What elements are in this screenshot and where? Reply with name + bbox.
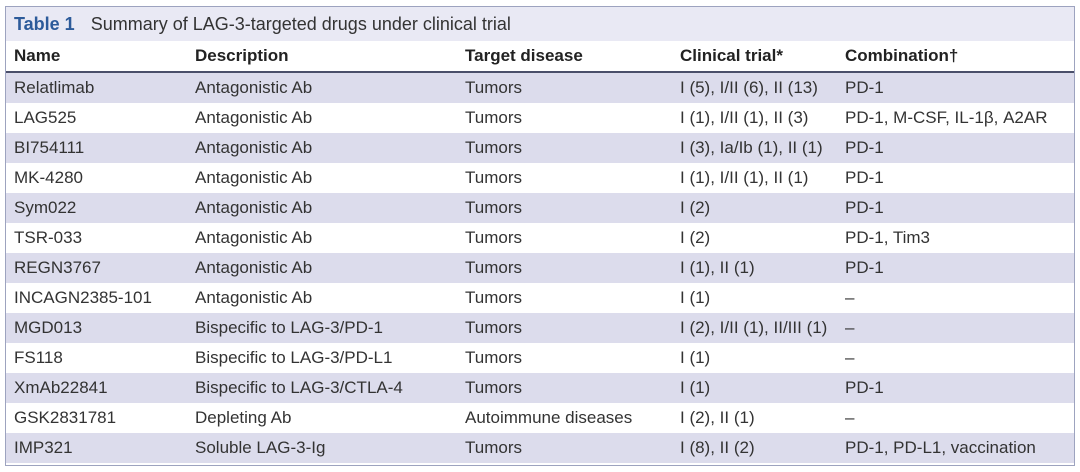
table-frame: Table 1 Summary of LAG-3-targeted drugs …: [5, 6, 1075, 466]
cell-description: Bispecific to LAG-3/CTLA-4: [187, 373, 457, 403]
cell-name: XmAb22841: [6, 373, 187, 403]
cell-description: Antagonistic Ab: [187, 72, 457, 103]
cell-target-disease: Tumors: [457, 313, 672, 343]
cell-combination: PD-1: [837, 193, 1074, 223]
cell-name: Sym022: [6, 193, 187, 223]
cell-clinical-trial: I (1): [672, 283, 837, 313]
cell-description: Antagonistic Ab: [187, 193, 457, 223]
cell-clinical-trial: I (1), I/II (1), II (1): [672, 163, 837, 193]
header-row: Name Description Target disease Clinical…: [6, 41, 1074, 73]
cell-combination: PD-1: [837, 72, 1074, 103]
cell-clinical-trial: I (1): [672, 343, 837, 373]
cell-combination: –: [837, 313, 1074, 343]
table-row: BI754111 Antagonistic Ab Tumors I (3), Ia/I…: [6, 133, 1074, 163]
table-label: Table 1: [14, 13, 75, 34]
cell-combination: PD-1: [837, 133, 1074, 163]
cell-description: Antagonistic Ab: [187, 163, 457, 193]
col-header-description: Description: [187, 41, 457, 73]
table-row: Relatlimab Antagonistic Ab Tumors I (5), I/…: [6, 72, 1074, 103]
cell-clinical-trial: I (1), I/II (1), II (3): [672, 103, 837, 133]
cell-target-disease: Tumors: [457, 193, 672, 223]
cell-clinical-trial: I (2): [672, 193, 837, 223]
cell-name: IMP321: [6, 433, 187, 463]
cell-clinical-trial: I (2), I/II (1), II/III (1): [672, 313, 837, 343]
cell-target-disease: Tumors: [457, 253, 672, 283]
cell-target-disease: Tumors: [457, 283, 672, 313]
cell-combination: PD-1, PD-L1, vaccination: [837, 433, 1074, 463]
cell-combination: PD-1, Tim3: [837, 223, 1074, 253]
table-row: TSR-033 Antagonistic Ab Tumors I (2) PD-1, T…: [6, 223, 1074, 253]
cell-clinical-trial: I (2), II (1): [672, 403, 837, 433]
cell-clinical-trial: I (1), II (1): [672, 253, 837, 283]
table-row: INCAGN2385-101 Antagonistic Ab Tumors I (1)…: [6, 283, 1074, 313]
table-row: REGN3767 Antagonistic Ab Tumors I (1), II (…: [6, 253, 1074, 283]
cell-clinical-trial: I (8), II (2): [672, 433, 837, 463]
cell-clinical-trial: I (3), Ia/Ib (1), II (1): [672, 133, 837, 163]
cell-combination: PD-1: [837, 373, 1074, 403]
cell-combination: PD-1: [837, 253, 1074, 283]
drug-table: Name Description Target disease Clinical…: [6, 41, 1074, 463]
cell-description: Bispecific to LAG-3/PD-L1: [187, 343, 457, 373]
table-row: FS118 Bispecific to LAG-3/PD-L1 Tumors I (1…: [6, 343, 1074, 373]
table-body: Relatlimab Antagonistic Ab Tumors I (5), I/…: [6, 72, 1074, 463]
cell-name: LAG525: [6, 103, 187, 133]
cell-target-disease: Tumors: [457, 133, 672, 163]
cell-combination: –: [837, 283, 1074, 313]
cell-target-disease: Tumors: [457, 103, 672, 133]
cell-combination: PD-1: [837, 163, 1074, 193]
cell-description: Antagonistic Ab: [187, 283, 457, 313]
col-header-name: Name: [6, 41, 187, 73]
cell-description: Antagonistic Ab: [187, 253, 457, 283]
cell-target-disease: Tumors: [457, 72, 672, 103]
table-row: IMP321 Soluble LAG-3-Ig Tumors I (8), II (2…: [6, 433, 1074, 463]
cell-name: REGN3767: [6, 253, 187, 283]
cell-target-disease: Tumors: [457, 373, 672, 403]
table-row: MK-4280 Antagonistic Ab Tumors I (1), I/II …: [6, 163, 1074, 193]
cell-combination: –: [837, 403, 1074, 433]
cell-target-disease: Tumors: [457, 163, 672, 193]
cell-target-disease: Tumors: [457, 343, 672, 373]
cell-name: BI754111: [6, 133, 187, 163]
table-caption: Table 1 Summary of LAG-3-targeted drugs …: [6, 7, 1074, 41]
cell-name: TSR-033: [6, 223, 187, 253]
table-row: XmAb22841 Bispecific to LAG-3/CTLA-4 Tumor…: [6, 373, 1074, 403]
table-row: Sym022 Antagonistic Ab Tumors I (2) PD-1: [6, 193, 1074, 223]
cell-combination: –: [837, 343, 1074, 373]
cell-name: GSK2831781: [6, 403, 187, 433]
col-header-clinical-trial: Clinical trial*: [672, 41, 837, 73]
cell-name: MGD013: [6, 313, 187, 343]
table-row: LAG525 Antagonistic Ab Tumors I (1), I/II (…: [6, 103, 1074, 133]
cell-combination: PD-1, M-CSF, IL-1β, A2AR: [837, 103, 1074, 133]
cell-description: Antagonistic Ab: [187, 103, 457, 133]
table-title: Summary of LAG-3-targeted drugs under cl…: [90, 13, 511, 34]
table-row: MGD013 Bispecific to LAG-3/PD-1 Tumors I (2…: [6, 313, 1074, 343]
cell-clinical-trial: I (1): [672, 373, 837, 403]
cell-clinical-trial: I (2): [672, 223, 837, 253]
cell-name: MK-4280: [6, 163, 187, 193]
cell-name: FS118: [6, 343, 187, 373]
cell-target-disease: Tumors: [457, 433, 672, 463]
cell-target-disease: Autoimmune diseases: [457, 403, 672, 433]
cell-clinical-trial: I (5), I/II (6), II (13): [672, 72, 837, 103]
col-header-combination: Combination†: [837, 41, 1074, 73]
cell-target-disease: Tumors: [457, 223, 672, 253]
cell-description: Antagonistic Ab: [187, 223, 457, 253]
table-row: GSK2831781 Depleting Ab Autoimmune disease…: [6, 403, 1074, 433]
cell-description: Antagonistic Ab: [187, 133, 457, 163]
cell-name: INCAGN2385-101: [6, 283, 187, 313]
cell-description: Bispecific to LAG-3/PD-1: [187, 313, 457, 343]
cell-description: Soluble LAG-3-Ig: [187, 433, 457, 463]
col-header-target-disease: Target disease: [457, 41, 672, 73]
cell-name: Relatlimab: [6, 72, 187, 103]
cell-description: Depleting Ab: [187, 403, 457, 433]
